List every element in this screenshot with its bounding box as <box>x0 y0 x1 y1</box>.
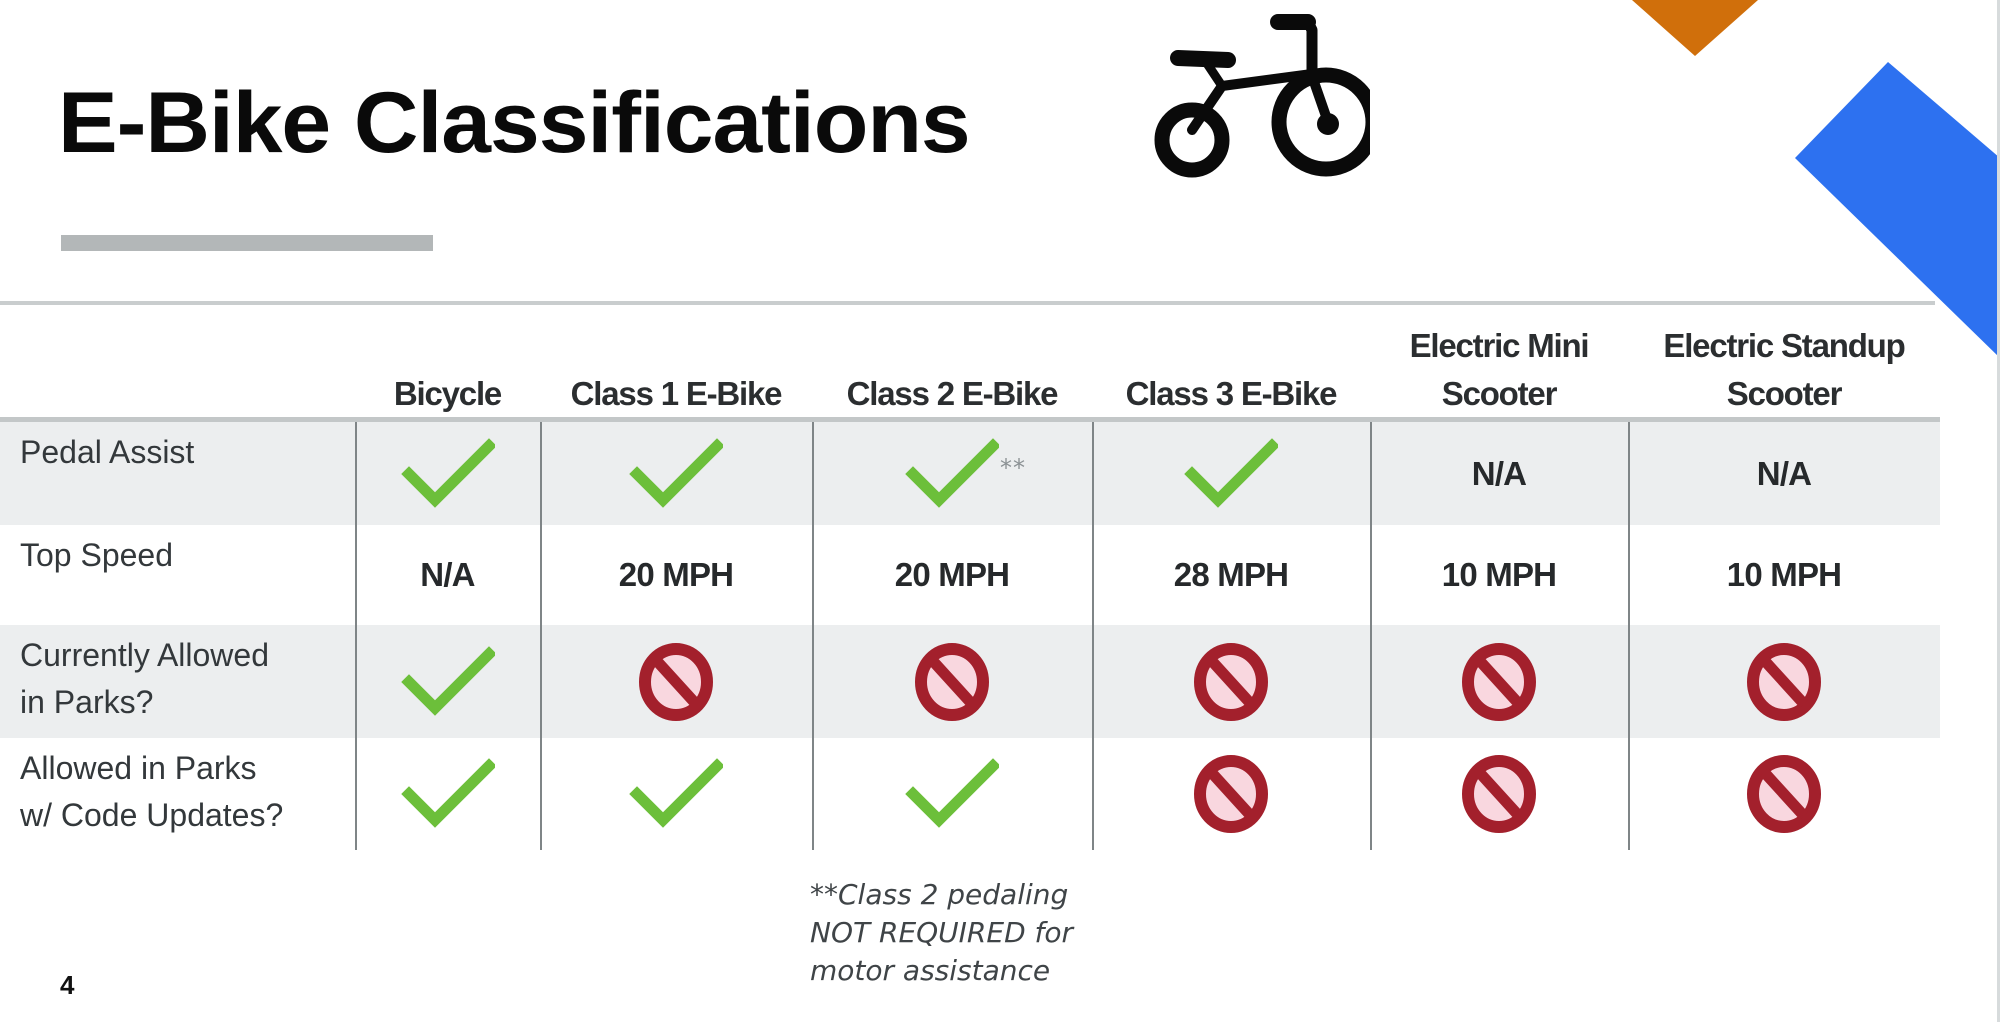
checkmark-icon <box>629 437 723 508</box>
row-label: Currently Allowed in Parks? <box>20 632 269 726</box>
slide-title: E-Bike Classifications <box>58 75 971 171</box>
column-header-line: Class 1 E-Bike <box>570 375 783 412</box>
row-label-line: in Parks? <box>20 684 154 720</box>
table-cell <box>1628 625 1940 738</box>
prohibited-icon <box>1194 755 1268 833</box>
table-cell <box>1092 422 1370 525</box>
column-header-line: Bicycle <box>393 375 502 412</box>
checkmark-icon <box>905 437 999 508</box>
column-divider <box>540 422 542 850</box>
bicycle-icon <box>1154 14 1370 178</box>
row-label-line: Pedal Assist <box>20 434 195 470</box>
column-header-line: Electric Mini <box>1409 327 1590 364</box>
table-cell <box>540 738 812 850</box>
column-divider <box>355 422 357 850</box>
blue-band-shape <box>1795 62 2000 358</box>
column-divider <box>1092 422 1094 850</box>
table-cell <box>1092 625 1370 738</box>
table-cell <box>355 738 540 850</box>
cell-value: 10 MPH <box>1726 556 1842 593</box>
table-cell <box>1370 625 1628 738</box>
footnote-marker: ** <box>1000 454 1026 482</box>
prohibited-icon <box>1194 642 1268 721</box>
column-header: Bicycle <box>355 322 540 418</box>
row-label-line: Allowed in Parks <box>20 750 257 786</box>
footnote-line: NOT REQUIRED for <box>810 916 1074 949</box>
prohibited-icon <box>1747 642 1821 721</box>
column-header-line <box>355 322 540 370</box>
prohibited-icon <box>915 642 989 721</box>
column-divider <box>1370 422 1372 850</box>
column-header-line: Scooter <box>1726 375 1843 412</box>
column-header-line: Class 2 E-Bike <box>846 375 1059 412</box>
table-cell: 10 MPH <box>1628 525 1940 625</box>
checkmark-icon <box>629 758 723 828</box>
column-header: Class 3 E-Bike <box>1092 322 1370 418</box>
checkmark-icon <box>905 758 999 828</box>
row-label: Allowed in Parks w/ Code Updates? <box>20 745 283 839</box>
table-cell <box>1370 738 1628 850</box>
table-cell: 10 MPH <box>1370 525 1628 625</box>
table-cell: 20 MPH <box>540 525 812 625</box>
checkmark-icon <box>400 758 495 828</box>
table-cell <box>540 625 812 738</box>
table-cell: ** <box>812 422 1092 525</box>
cell-value: N/A <box>1756 454 1812 492</box>
column-header: Electric Standup Scooter <box>1628 322 1940 418</box>
row-label-line: w/ Code Updates? <box>20 797 284 833</box>
orange-diamond-shape <box>1632 0 1758 56</box>
row-label: Top Speed <box>20 532 173 579</box>
checkmark-icon <box>400 645 495 716</box>
cell-value: 28 MPH <box>1173 556 1289 593</box>
footnote-line: motor assistance <box>810 954 1051 987</box>
cell-value: 20 MPH <box>894 556 1010 593</box>
table-cell <box>540 422 812 525</box>
table-cell: N/A <box>1628 422 1940 525</box>
table-cell: 28 MPH <box>1092 525 1370 625</box>
row-label-line: Currently Allowed <box>20 637 269 673</box>
checkmark-icon <box>400 437 495 508</box>
column-divider <box>1628 422 1630 850</box>
column-header-line <box>540 322 812 370</box>
column-header: Electric Mini Scooter <box>1370 322 1628 418</box>
footnote-line: **Class 2 pedaling <box>810 878 1069 911</box>
table-cell: 20 MPH <box>812 525 1092 625</box>
table-cell: N/A <box>1370 422 1628 525</box>
slide-right-border <box>1997 0 2000 1022</box>
column-header-line: Scooter <box>1441 375 1558 412</box>
cell-value: N/A <box>1471 454 1527 492</box>
column-header-line: Class 3 E-Bike <box>1125 375 1338 412</box>
table-cell <box>1628 738 1940 850</box>
footnote: **Class 2 pedaling NOT REQUIRED for moto… <box>810 876 1073 990</box>
cell-value: 20 MPH <box>618 556 734 593</box>
column-header-line: Electric Standup <box>1663 327 1905 364</box>
title-accent-bar <box>61 235 433 251</box>
column-divider <box>812 422 814 850</box>
prohibited-icon <box>639 642 713 721</box>
row-label: Pedal Assist <box>20 429 194 476</box>
column-header-line <box>812 322 1092 370</box>
table-cell <box>1092 738 1370 850</box>
column-header: Class 2 E-Bike <box>812 322 1092 418</box>
table-cell <box>812 738 1092 850</box>
table-cell <box>355 422 540 525</box>
table-cell <box>812 625 1092 738</box>
prohibited-icon <box>1462 642 1536 721</box>
page-number: 4 <box>60 970 75 1000</box>
table-cell <box>355 625 540 738</box>
row-label-line: Top Speed <box>20 537 174 573</box>
table-cell: N/A <box>355 525 540 625</box>
cell-value: N/A <box>420 556 475 593</box>
cell-value: 10 MPH <box>1441 556 1557 593</box>
prohibited-icon <box>1747 755 1821 833</box>
column-header: Class 1 E-Bike <box>540 322 812 418</box>
column-header-line <box>1092 322 1370 370</box>
checkmark-icon <box>1184 437 1278 508</box>
prohibited-icon <box>1462 755 1536 833</box>
header-divider <box>0 301 1935 305</box>
